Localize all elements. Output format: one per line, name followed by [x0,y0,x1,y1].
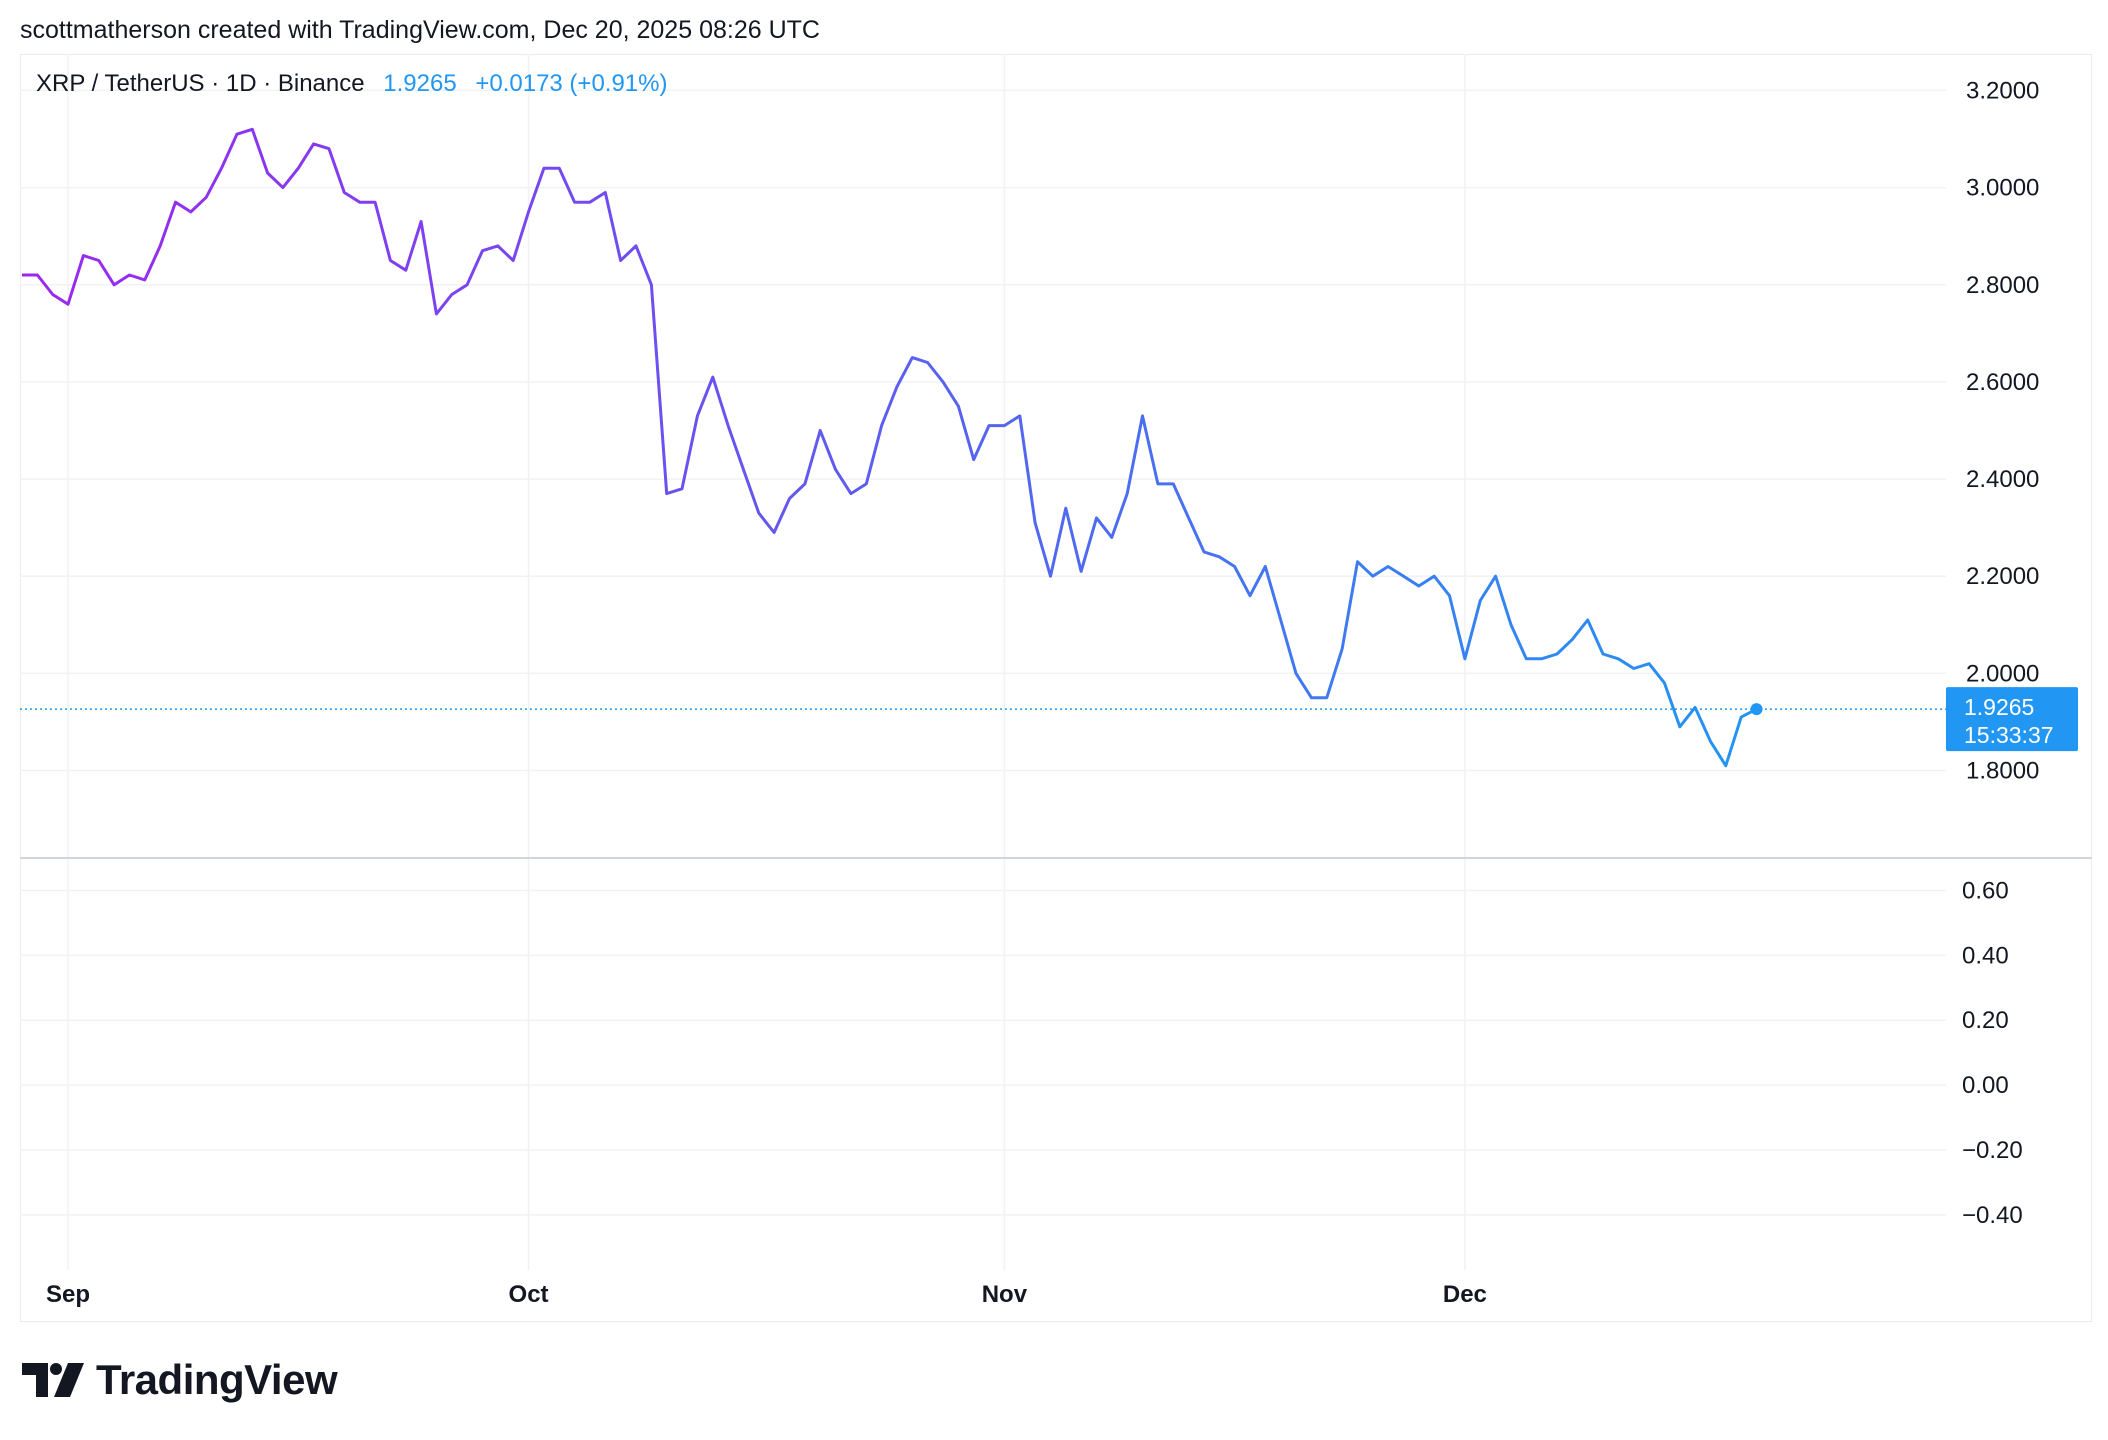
last-price-tag: 1.9265 15:33:37 [1946,687,2078,752]
tradingview-logo[interactable]: TradingView [22,1356,338,1404]
chart-frame [20,54,2092,1322]
y-tick-label-lower: −0.20 [1962,1137,2023,1164]
y-tick-label: 1.8000 [1966,758,2039,785]
y-tick-label-lower: 0.00 [1962,1072,2009,1099]
legend-last-price: 1.9265 [383,70,457,97]
last-price-point[interactable] [1750,703,1763,716]
price-chart[interactable]: 3.2000 3.0000 2.8000 2.6000 2.4000 2.2000 2.00… [0,0,2108,1322]
legend-change: +0.0173 (+0.91%) [475,70,668,97]
chart-credit: scottmatherson created with TradingView.… [20,16,820,44]
y-tick-label-lower: −0.40 [1962,1202,2023,1229]
y-tick-label: 2.8000 [1966,272,2039,299]
y-tick-label: 2.6000 [1966,369,2039,396]
time-axis[interactable]: Sep Oct Nov Dec [46,1281,1487,1308]
y-tick-label: 2.2000 [1966,563,2039,590]
y-tick-label: 2.4000 [1966,466,2039,493]
y-tick-label: 2.0000 [1966,660,2039,687]
price-axis[interactable]: 3.2000 3.0000 2.8000 2.6000 2.4000 2.2000 2.00… [1966,77,2039,784]
tradingview-logo-icon [22,1363,84,1397]
price-series-line[interactable] [22,127,1758,768]
bar-countdown: 15:33:37 [1964,722,2054,748]
tradingview-brand: TradingView [96,1356,338,1403]
y-tick-label: 3.2000 [1966,77,2039,104]
symbol-legend[interactable]: XRP / TetherUS · 1D · Binance 1.9265 +0.… [36,70,667,98]
x-tick-label: Sep [46,1281,90,1308]
last-price-tag-value: 1.9265 [1964,694,2034,720]
y-tick-label-lower: 0.20 [1962,1007,2009,1034]
x-tick-label: Oct [509,1281,549,1308]
grid-lines [20,54,1946,1270]
symbol-title[interactable]: XRP / TetherUS · 1D · Binance [36,70,365,97]
x-tick-label: Nov [982,1281,1028,1308]
indicator-axis[interactable]: 0.60 0.40 0.20 0.00 −0.20 −0.40 [1962,877,2023,1228]
x-tick-label: Dec [1443,1281,1487,1308]
y-tick-label-lower: 0.60 [1962,877,2009,904]
y-tick-label-lower: 0.40 [1962,942,2009,969]
y-tick-label: 3.0000 [1966,175,2039,202]
